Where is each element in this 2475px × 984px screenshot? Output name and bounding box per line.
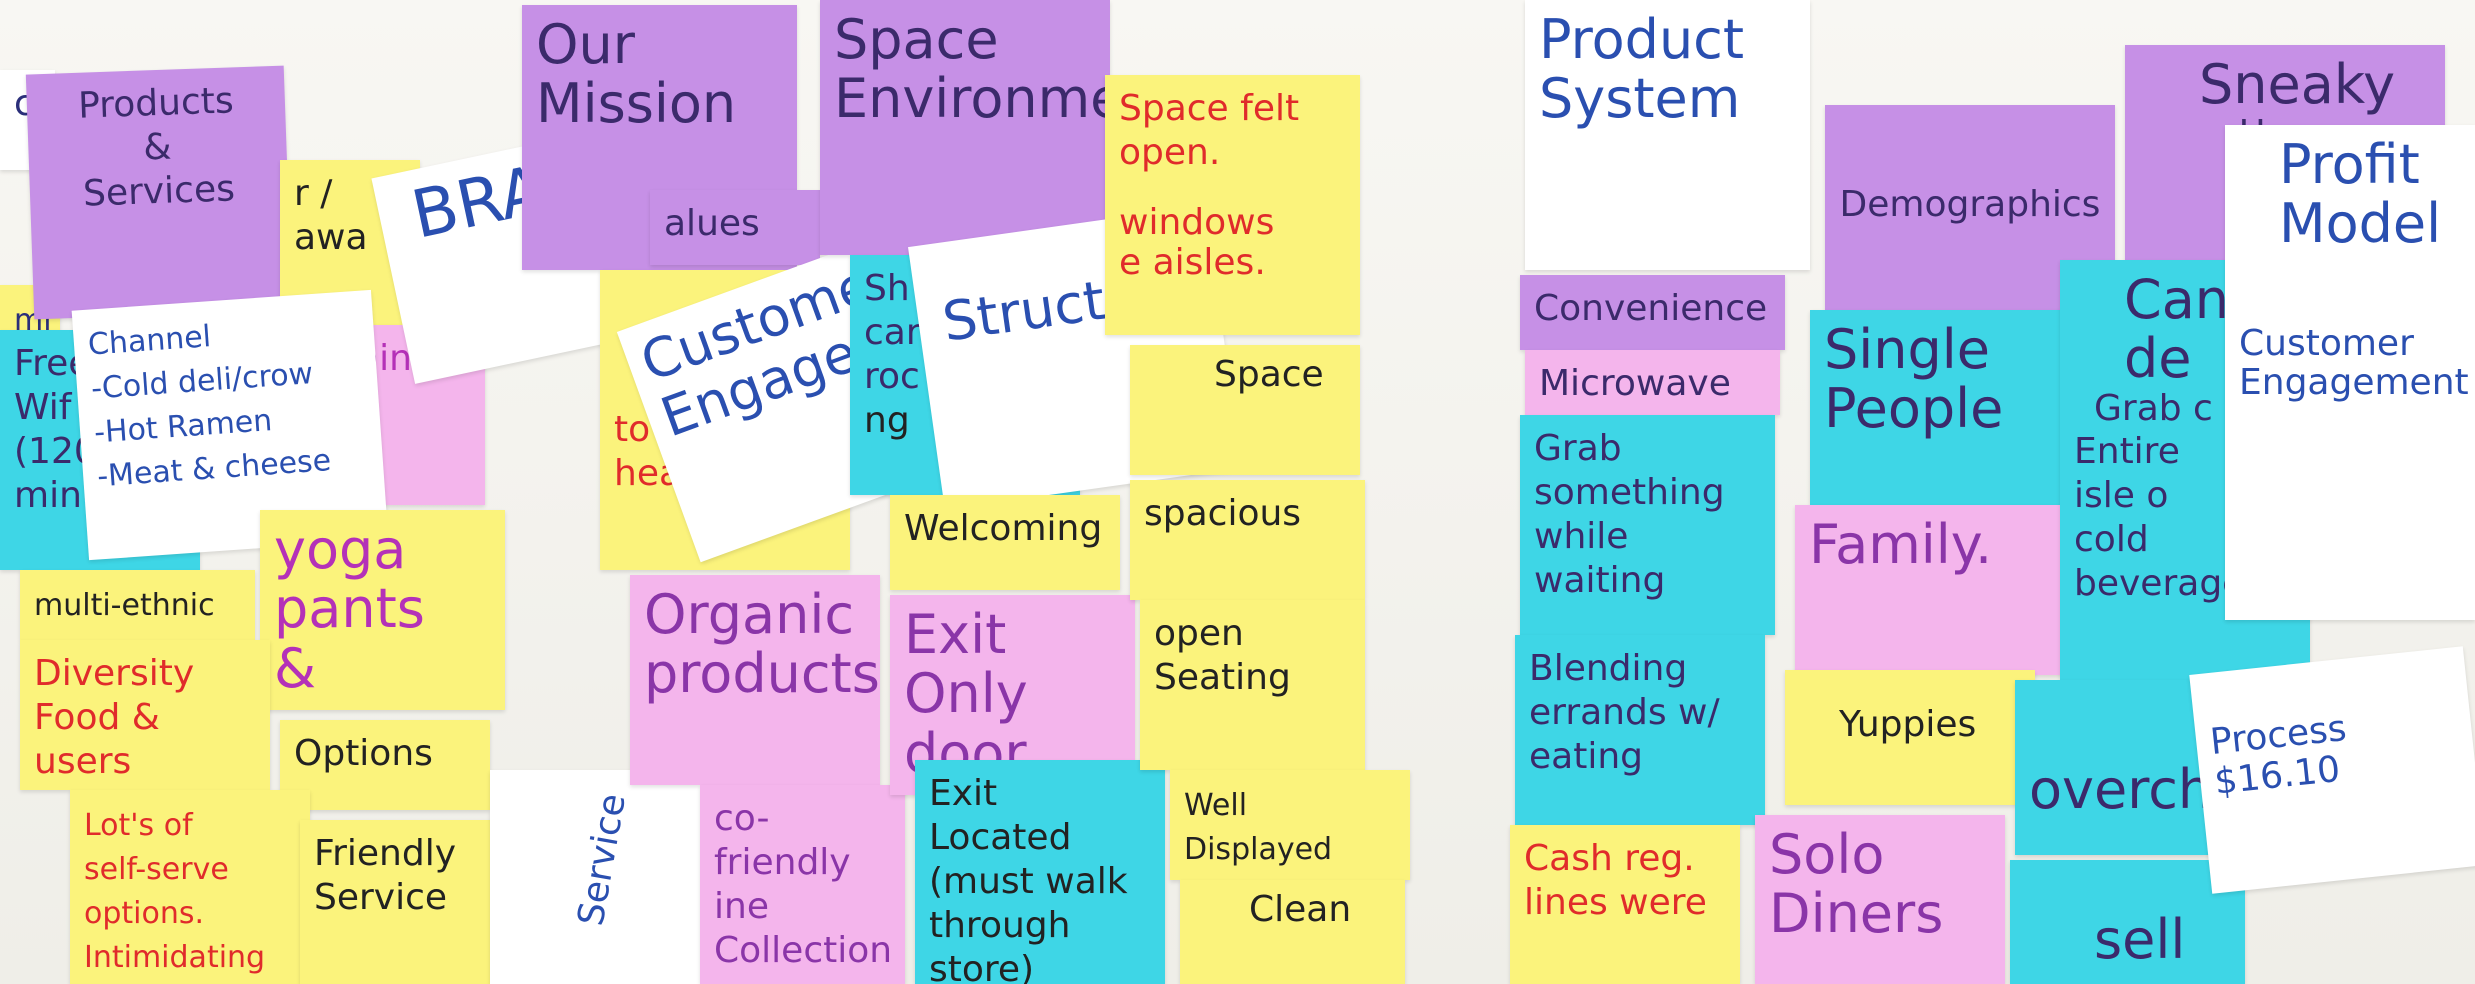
- note-blending-errands: Blending errands w/ eating: [1515, 635, 1765, 825]
- note-space: Space: [1130, 345, 1360, 475]
- note-profit-model: Profit Model Customer Engagement: [2225, 125, 2475, 620]
- note-text: Blending errands w/ eating: [1529, 648, 1720, 777]
- note-text: open Seating: [1154, 613, 1291, 698]
- note-text: Friendly Service: [314, 833, 457, 918]
- note-text: windows e aisles.: [1119, 202, 1275, 283]
- note-cash-register: Cash reg. lines were: [1510, 825, 1740, 984]
- note-microwave: Microwave: [1525, 350, 1780, 415]
- note-eco-friendly: co-friendly ine Collection: [700, 785, 905, 984]
- note-family: Family.: [1795, 505, 2065, 675]
- note-space-felt-open: Space felt open. windows e aisles.: [1105, 75, 1360, 335]
- note-service: Service: [490, 770, 715, 984]
- note-text: ng: [864, 400, 910, 441]
- note-text: Process $16.10: [2208, 707, 2349, 803]
- note-text: Organic products: [644, 583, 880, 706]
- note-process: Process $16.10: [2189, 646, 2475, 894]
- note-text: co-friendly ine Collection: [714, 798, 893, 971]
- note-text: Sh car roc: [864, 268, 921, 397]
- note-text: spacious: [1144, 493, 1302, 534]
- note-text: Channel -Cold deli/crow -Hot Ramen -Meat…: [86, 319, 333, 495]
- note-friendly-service: Friendly Service: [300, 820, 500, 984]
- note-text: Grab c: [2094, 387, 2213, 429]
- note-text: Space felt open.: [1119, 88, 1300, 173]
- note-text: Demographics: [1839, 184, 2101, 225]
- note-options: Options: [280, 720, 490, 810]
- note-text: Service: [570, 790, 634, 929]
- note-convenience: Convenience: [1520, 275, 1785, 350]
- note-text: awa: [294, 217, 368, 258]
- note-text: Exit Located (must walk through store): [929, 773, 1128, 984]
- note-space-environment: Space Environment: [820, 0, 1110, 255]
- note-grab-something: Grab something while waiting: [1520, 415, 1775, 635]
- note-text: Welcoming: [904, 508, 1103, 549]
- note-solo-diners: Solo Diners: [1755, 815, 2005, 984]
- note-text: Convenience: [1534, 288, 1768, 329]
- note-text: Our Mission: [536, 13, 737, 136]
- note-open-seating: open Seating: [1140, 600, 1365, 770]
- note-yuppies: Yuppies: [1785, 670, 2035, 805]
- note-text: to: [614, 409, 651, 450]
- note-text: Lot's of self-serve options. Intimidatin…: [84, 808, 266, 975]
- note-text: Products & Services: [77, 80, 236, 215]
- note-text: Well Displayed: [1184, 788, 1333, 867]
- note-yoga-pants: yoga pants & accessories: [260, 510, 505, 710]
- note-values: alues: [650, 190, 820, 265]
- note-exit-located: Exit Located (must walk through store): [915, 760, 1165, 984]
- note-text: Customer Engagement: [2239, 322, 2469, 404]
- note-spacious: spacious: [1130, 480, 1365, 600]
- note-text: Options: [294, 733, 433, 774]
- note-welcoming: Welcoming: [890, 495, 1120, 590]
- note-text: overchar: [2029, 758, 2240, 821]
- note-text: sell: [2094, 908, 2186, 971]
- note-text: multi-ethnic: [34, 588, 215, 623]
- note-text: Space: [1214, 354, 1324, 395]
- note-text: Solo Diners: [1769, 823, 1944, 946]
- note-text: alues: [664, 203, 760, 244]
- note-text: Grab something while waiting: [1534, 428, 1725, 601]
- note-text: yoga pants & accessories: [274, 518, 505, 710]
- note-products-services: Products & Services: [25, 65, 293, 320]
- note-diversity: Diversity Food & users: [20, 640, 270, 790]
- note-text: Single People: [1824, 318, 2004, 441]
- note-text: Diversity Food & users: [34, 653, 195, 782]
- note-text: Family.: [1809, 513, 1993, 576]
- note-clean: Clean: [1180, 880, 1405, 984]
- note-text: Product System: [1539, 8, 1745, 131]
- note-organic-products: Organic products: [630, 575, 880, 785]
- note-text: Microwave: [1539, 363, 1731, 404]
- note-text: Space Environment: [834, 8, 1110, 131]
- note-single-people: Single People: [1810, 310, 2080, 505]
- note-multi-ethnic: multi-ethnic: [20, 570, 255, 640]
- note-sell: sell: [2010, 860, 2245, 984]
- note-text: Sneaky: [2199, 53, 2396, 116]
- note-well-displayed: Well Displayed: [1170, 770, 1410, 880]
- note-product-system: Product System: [1525, 0, 1810, 270]
- note-text: Entire isle o cold beverages: [2074, 431, 2264, 605]
- note-text: Cash reg. lines were: [1524, 838, 1707, 923]
- note-text: Profit Model: [2279, 133, 2442, 256]
- note-lots-self-serve: Lot's of self-serve options. Intimidatin…: [70, 790, 310, 984]
- note-text: r /: [294, 173, 333, 214]
- note-text: Yuppies: [1839, 704, 1977, 745]
- note-text: Clean: [1249, 889, 1352, 930]
- note-text: Exit Only door.: [904, 603, 1039, 785]
